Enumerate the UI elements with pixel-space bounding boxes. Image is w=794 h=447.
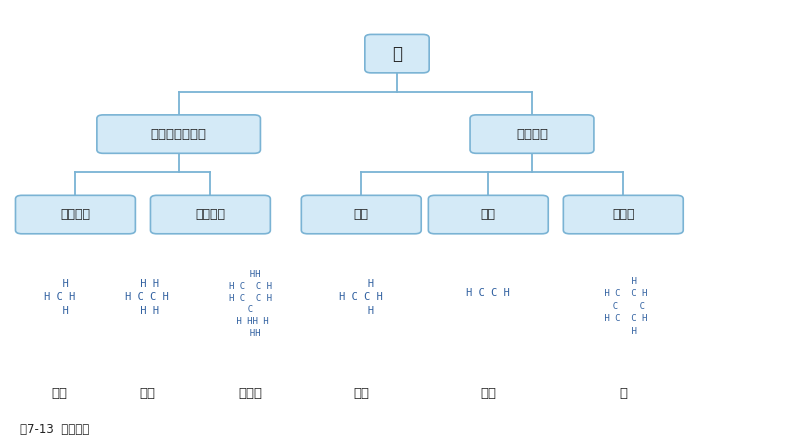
Text: H: H [610,277,637,286]
Text: 苯: 苯 [619,387,627,400]
FancyBboxPatch shape [563,195,683,234]
Text: H: H [349,279,374,289]
Text: H C H: H C H [44,292,75,302]
Text: H C  C H: H C C H [599,289,647,298]
Text: H C C H: H C C H [339,292,384,302]
FancyBboxPatch shape [150,195,270,234]
Text: 环己烷: 环己烷 [238,387,262,400]
FancyBboxPatch shape [97,115,260,153]
Text: 环状烷烃: 环状烷烃 [195,208,225,221]
Text: C    C: C C [602,302,645,311]
Text: H: H [50,279,69,289]
Text: H H: H H [134,306,160,316]
FancyBboxPatch shape [365,34,429,73]
Text: H C  C H: H C C H [229,294,272,303]
Text: 乙烷: 乙烷 [139,387,155,400]
Text: H H: H H [134,279,160,289]
Text: H: H [349,306,374,316]
Text: 乙决: 乙决 [480,387,496,400]
Text: H C  C H: H C C H [599,314,647,323]
Text: 烯烃: 烯烃 [354,208,368,221]
Text: 图7-13  烃的分类: 图7-13 烃的分类 [20,422,89,436]
Text: C: C [237,305,264,314]
FancyBboxPatch shape [301,195,421,234]
Text: H C C H: H C C H [466,288,511,298]
Text: 乙烯: 乙烯 [353,387,369,400]
Text: H: H [610,327,637,336]
Text: 甲烷: 甲烷 [52,387,67,400]
Text: 芳香烃: 芳香烃 [612,208,634,221]
FancyBboxPatch shape [470,115,594,153]
Text: HH: HH [239,329,261,337]
Text: 链状烷烃: 链状烷烃 [60,208,91,221]
Text: 饱和烃（烷烃）: 饱和烃（烷烃） [151,127,206,141]
Text: H: H [50,306,69,316]
Text: H C  C H: H C C H [229,282,272,291]
Text: H HH H: H HH H [231,317,269,326]
Text: 决烃: 决烃 [481,208,495,221]
FancyBboxPatch shape [15,195,135,234]
FancyBboxPatch shape [429,195,548,234]
Text: 不饱和烃: 不饱和烃 [516,127,548,141]
Text: H C C H: H C C H [125,292,169,302]
Text: 烃: 烃 [392,45,402,63]
Text: HH: HH [239,270,261,279]
